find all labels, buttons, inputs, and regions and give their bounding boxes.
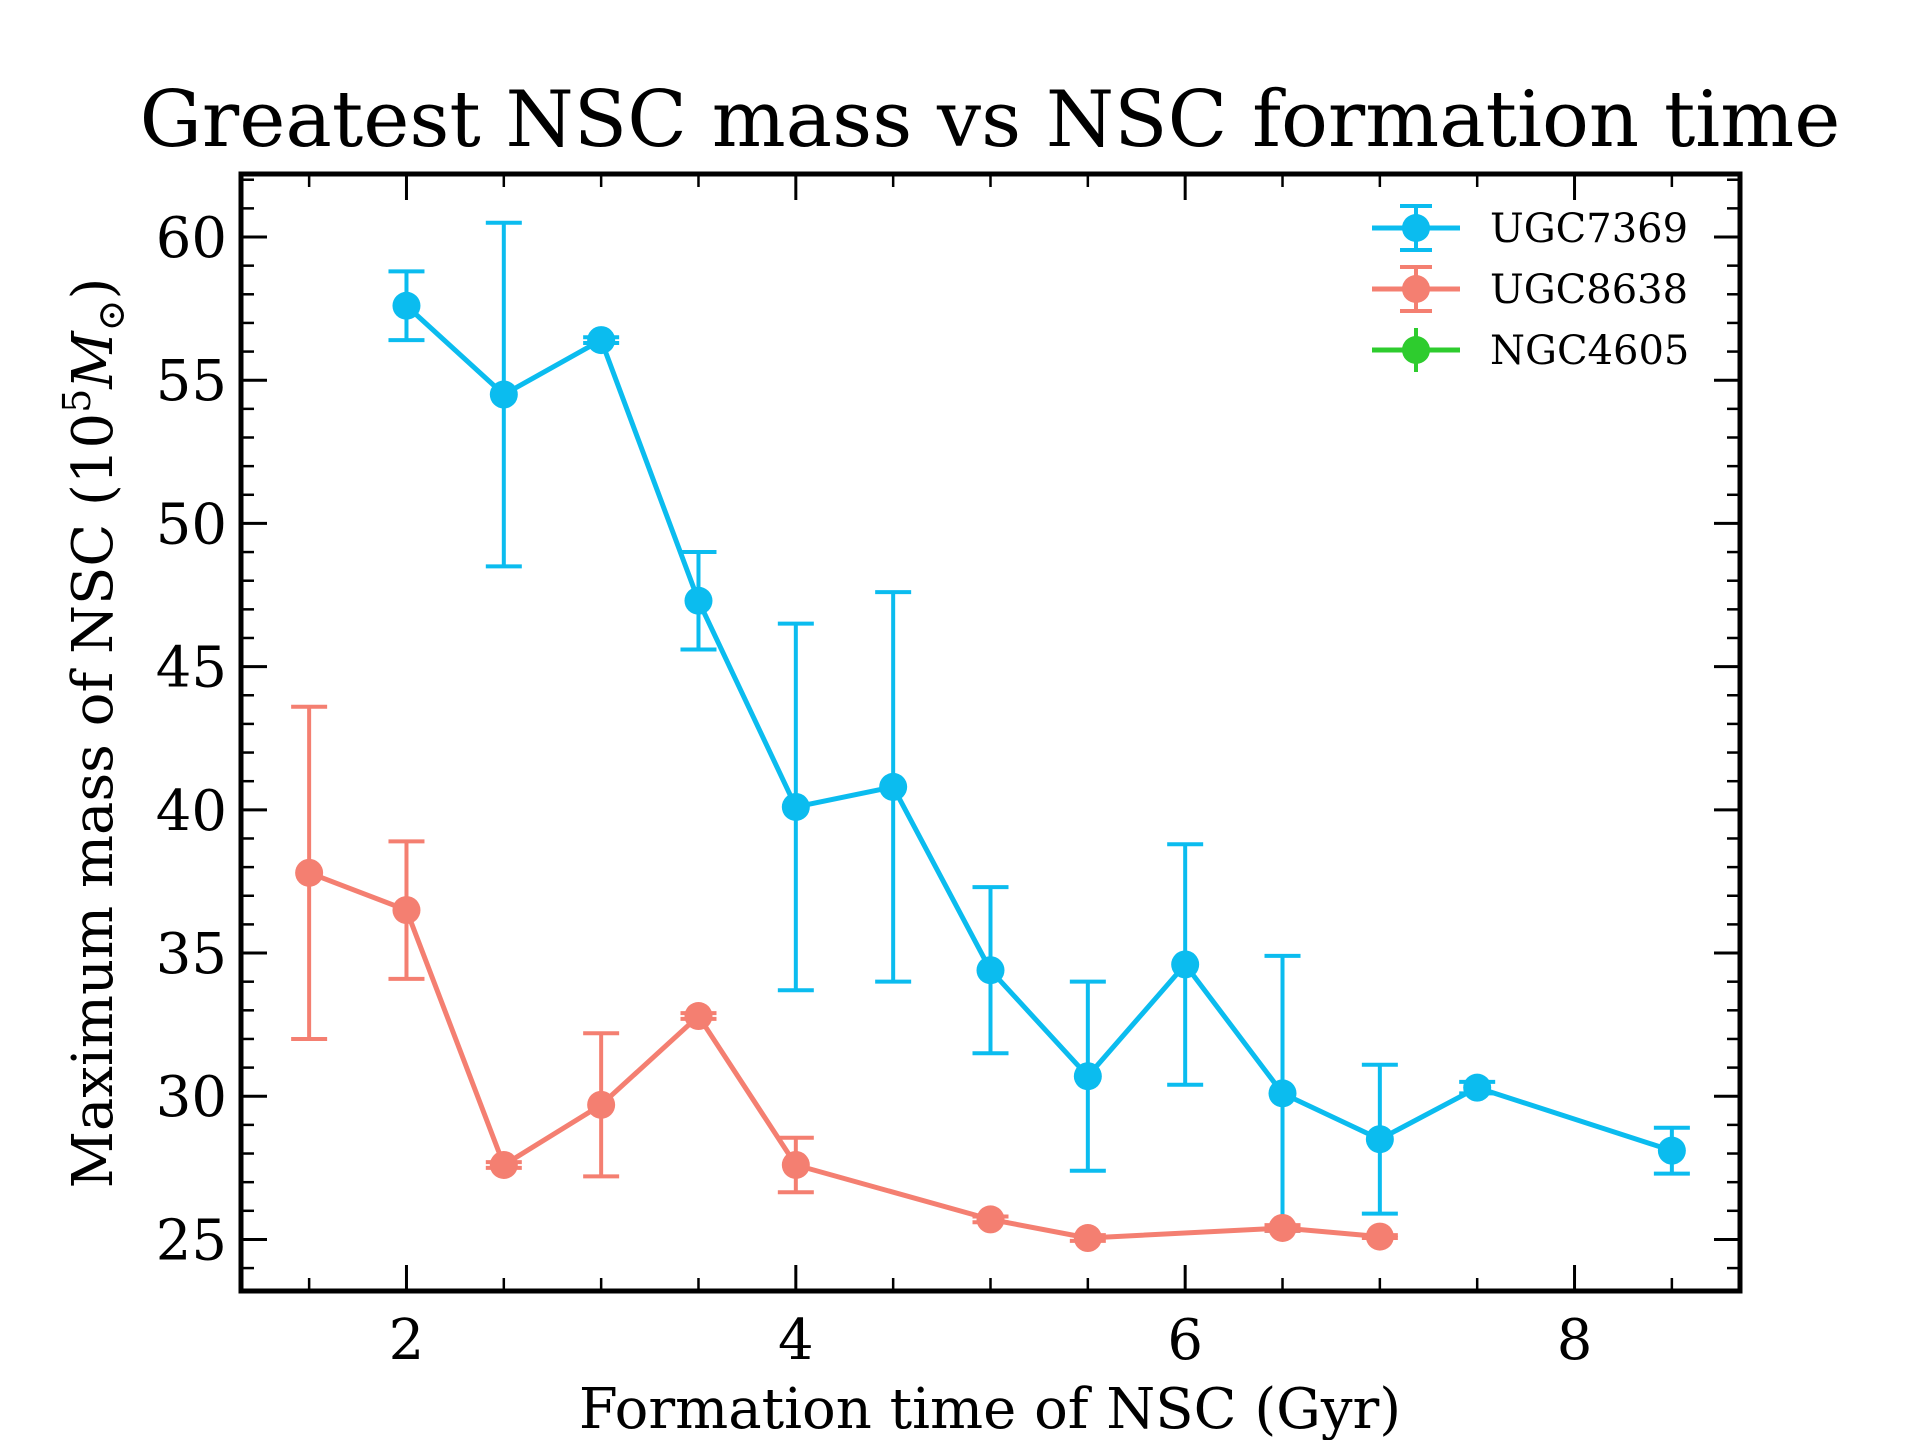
y-axis-label-sub: ⊙ [89, 300, 133, 332]
axis-tick-labels: 2 4 6 8 25 30 35 40 45 50 55 60 [156, 206, 1593, 1373]
legend-entry-NGC4605: NGC4605 [1372, 328, 1689, 374]
data-point [684, 1002, 713, 1031]
data-point [1073, 1224, 1102, 1253]
legend-label: NGC4605 [1490, 328, 1689, 374]
data-point [295, 858, 324, 887]
y-axis-label-unit: M [61, 330, 126, 390]
x-tick-label: 4 [778, 1308, 814, 1373]
y-axis-label: Maximum mass of NSC (105M⊙) [55, 278, 133, 1189]
legend-marker [1402, 336, 1430, 364]
legend: UGC7369 UGC8638 NGC4605 [1372, 204, 1689, 374]
data-point [976, 956, 1005, 985]
data-point [1657, 1136, 1686, 1165]
y-axis-label-prefix: Maximum mass of NSC (10 [61, 413, 126, 1188]
legend-entry-UGC8638: UGC8638 [1372, 265, 1688, 313]
legend-entry-UGC7369: UGC7369 [1372, 204, 1688, 252]
y-tick-label: 45 [156, 636, 227, 701]
data-point [1463, 1073, 1492, 1102]
y-tick-label: 25 [156, 1208, 227, 1273]
series-UGC8638 [291, 704, 1398, 1253]
data-point [1365, 1222, 1394, 1251]
data-point [489, 1150, 518, 1179]
y-tick-label: 55 [156, 349, 227, 414]
series-line [404, 303, 1673, 1154]
data-point [879, 772, 908, 801]
data-point [587, 1090, 616, 1119]
chart-title: Greatest NSC mass vs NSC formation time [140, 75, 1841, 165]
y-axis-label-suffix: ) [61, 278, 126, 300]
y-tick-label: 40 [156, 779, 227, 844]
data-point [976, 1205, 1005, 1234]
data-point [1268, 1079, 1297, 1108]
data-point [781, 792, 810, 821]
data-point [1268, 1213, 1297, 1242]
plot-frame [238, 171, 1743, 1294]
y-tick-label: 60 [156, 206, 227, 271]
x-tick-label: 2 [389, 1308, 425, 1373]
x-axis-label: Formation time of NSC (Gyr) [579, 1377, 1401, 1440]
data-point [684, 586, 713, 615]
data-point [781, 1150, 810, 1179]
data-point [587, 326, 616, 355]
series-layer [291, 220, 1690, 1253]
x-tick-label: 6 [1167, 1308, 1203, 1373]
legend-marker [1402, 275, 1430, 303]
data-point [1365, 1125, 1394, 1154]
legend-label: UGC7369 [1490, 206, 1688, 252]
y-axis-label-sup: 5 [55, 389, 99, 413]
data-point [392, 896, 421, 925]
data-point [1171, 950, 1200, 979]
data-point [1073, 1062, 1102, 1091]
series-UGC7369 [388, 220, 1690, 1233]
y-tick-label: 50 [156, 492, 227, 557]
legend-label: UGC8638 [1490, 267, 1688, 313]
legend-marker [1402, 214, 1430, 242]
data-point [489, 380, 518, 409]
data-point [392, 291, 421, 320]
y-tick-label: 35 [156, 922, 227, 987]
y-tick-label: 30 [156, 1065, 227, 1130]
series-line [308, 870, 1381, 1241]
x-tick-label: 8 [1557, 1308, 1593, 1373]
